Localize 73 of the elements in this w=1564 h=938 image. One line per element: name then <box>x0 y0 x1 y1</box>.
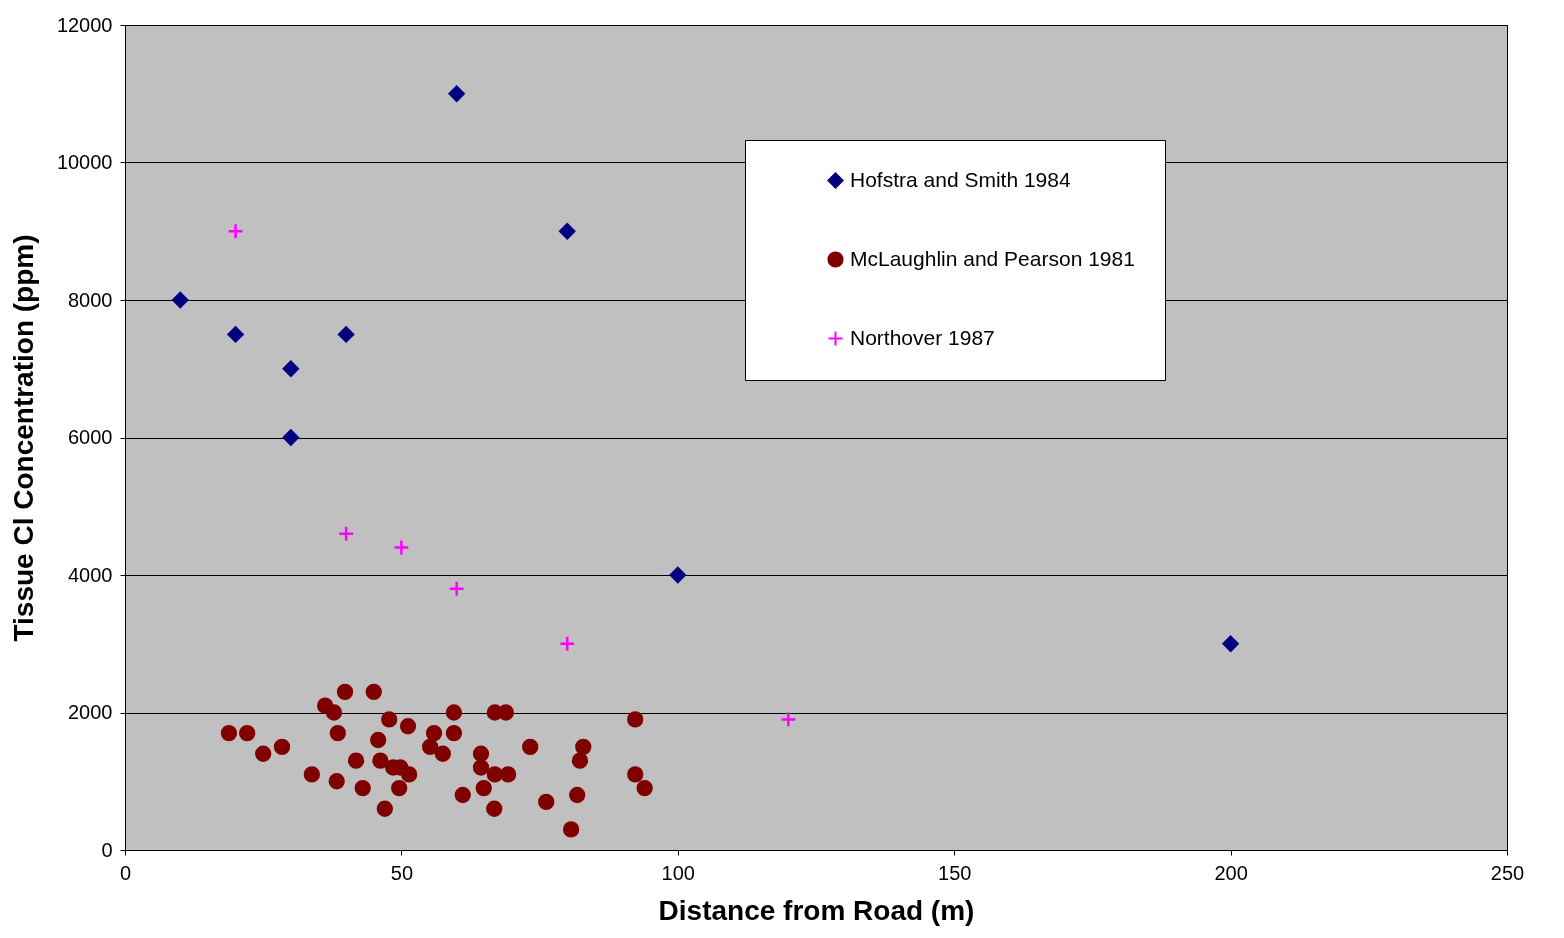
y-tick-label: 12000 <box>56 13 113 36</box>
y-axis-title: Tissue Cl Concentration (ppm) <box>7 234 39 642</box>
point <box>499 766 517 783</box>
point <box>445 725 463 742</box>
point <box>401 766 418 783</box>
point <box>538 793 555 810</box>
point <box>336 683 354 700</box>
point <box>780 711 797 728</box>
legend-label: Hofstra and Smith 1984 <box>850 167 1071 191</box>
point <box>255 745 272 762</box>
point <box>422 738 439 755</box>
point <box>220 725 238 742</box>
point <box>227 326 244 343</box>
point <box>1222 635 1239 652</box>
x-axis-title: Distance from Road (m) <box>658 894 975 926</box>
x-tick-label: 200 <box>1214 861 1248 884</box>
legend-label: McLaughlin and Pearson 1981 <box>850 246 1135 270</box>
point <box>475 780 492 797</box>
x-tick-label: 100 <box>661 861 695 884</box>
point <box>354 780 371 797</box>
point <box>273 738 291 755</box>
y-tick-label: 10000 <box>56 151 113 173</box>
point <box>329 725 346 742</box>
y-tick-label: 6000 <box>68 426 113 448</box>
point <box>399 718 417 735</box>
point <box>559 223 576 240</box>
y-tick-label: 2000 <box>68 701 113 723</box>
point <box>522 738 539 755</box>
point <box>425 725 443 742</box>
point <box>559 635 576 652</box>
x-tick-label: 50 <box>390 861 414 884</box>
point <box>472 745 490 762</box>
point <box>328 773 345 790</box>
point <box>325 704 343 721</box>
x-tick-label: 150 <box>938 861 972 884</box>
point <box>571 752 589 769</box>
point <box>636 780 653 797</box>
point <box>365 683 382 700</box>
point <box>337 326 355 343</box>
point <box>372 752 389 769</box>
point <box>627 766 644 783</box>
point <box>669 566 686 584</box>
point <box>227 223 244 240</box>
point <box>472 759 490 776</box>
point <box>627 711 644 728</box>
point <box>347 752 365 769</box>
point <box>486 766 503 783</box>
point <box>391 780 408 797</box>
point <box>376 800 393 817</box>
point <box>303 766 320 783</box>
point <box>486 800 503 817</box>
x-tick-label: 250 <box>1490 861 1525 884</box>
point <box>562 821 580 838</box>
point <box>569 786 586 804</box>
point <box>445 704 463 721</box>
point <box>434 745 451 762</box>
point <box>337 525 355 542</box>
point <box>381 711 398 728</box>
point <box>448 580 465 597</box>
point <box>370 731 387 749</box>
y-tick-label: 8000 <box>68 288 113 311</box>
y-tick-label: 0 <box>101 838 113 861</box>
point <box>282 429 299 446</box>
y-tick-label: 4000 <box>68 563 113 586</box>
point <box>393 539 410 556</box>
point <box>282 360 299 377</box>
point <box>575 738 592 755</box>
point <box>172 291 189 309</box>
point <box>239 725 256 742</box>
point <box>454 786 471 804</box>
point <box>448 85 465 102</box>
x-tick-label: 0 <box>119 861 132 884</box>
legend-label: Northover 1987 <box>850 325 995 349</box>
